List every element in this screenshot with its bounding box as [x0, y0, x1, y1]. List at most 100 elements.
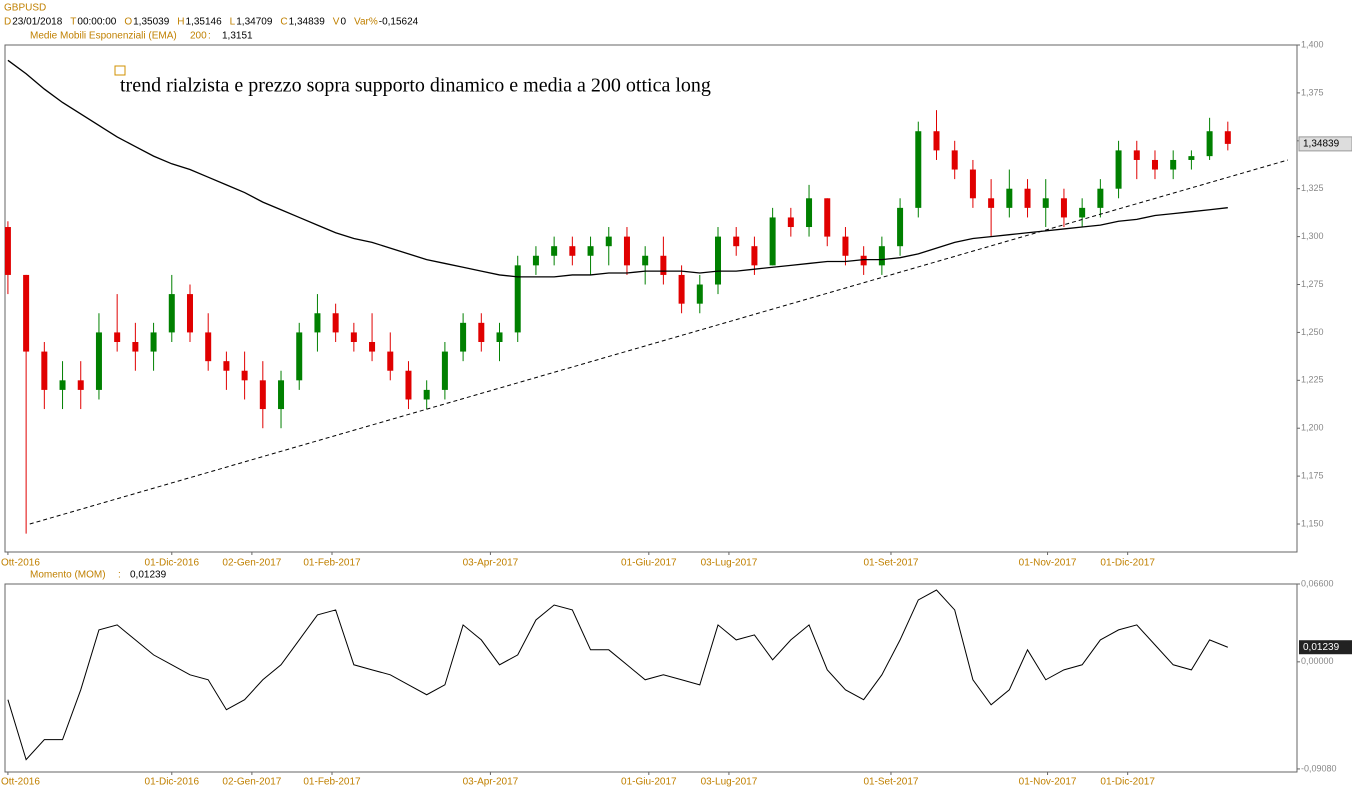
candle-body [369, 341, 376, 352]
header-key: V [333, 17, 340, 28]
x-tick-label: 01-Set-2017 [863, 558, 918, 569]
candle-body [405, 370, 412, 400]
x-tick-label: 01-Giu-2017 [621, 558, 677, 569]
ema-sep: : [208, 31, 211, 42]
price-panel [4, 44, 1298, 553]
candle-body [1170, 159, 1177, 170]
candle-body [587, 246, 594, 256]
momentum-name: Momento (MOM) [30, 570, 106, 581]
y-tick-label: 1,175 [1301, 470, 1324, 480]
candle-body [1115, 150, 1122, 189]
candle-body [1024, 188, 1031, 208]
header-key: D [4, 17, 11, 28]
candle-body [642, 255, 649, 266]
y-tick-label: 1,375 [1301, 87, 1324, 97]
x-tick-label: 01-Dic-2016 [145, 777, 200, 788]
symbol: GBPUSD [4, 3, 46, 14]
candle-body [532, 255, 539, 266]
header-key: O [124, 17, 132, 28]
x-tick-label: 01-Set-2017 [863, 777, 918, 788]
candle-body [332, 313, 339, 333]
candle-body [77, 380, 84, 390]
candle-body [1006, 188, 1013, 208]
last-value-label: 0,01239 [1303, 642, 1340, 653]
candle-body [59, 380, 66, 390]
candle-body [259, 380, 266, 410]
candle-body [897, 207, 904, 247]
candle-body [1188, 156, 1195, 160]
x-tick-label: 03-Lug-2017 [701, 558, 758, 569]
candle-body [514, 265, 521, 333]
momentum-line [7, 589, 1228, 761]
ema-value: 1,3151 [222, 31, 253, 42]
candle-body [186, 294, 193, 333]
ema-period: 200 [190, 31, 207, 42]
candle-body [988, 198, 995, 208]
x-tick-label: 01-Dic-2017 [1100, 777, 1155, 788]
header-key: Var% [354, 17, 378, 28]
x-tick-label: 01-Nov-2017 [1019, 558, 1077, 569]
candle-body [623, 236, 630, 266]
candle-body [660, 255, 667, 275]
candle-body [423, 389, 430, 400]
candle-body [769, 217, 776, 266]
x-tick-label: 02-Gen-2017 [222, 558, 281, 569]
y-tick-label: 1,300 [1301, 231, 1324, 241]
momentum-value: 0,01239 [130, 570, 167, 581]
last-value-box [1299, 640, 1352, 655]
candle-body [205, 332, 212, 362]
candle-body [314, 313, 321, 333]
header-key: T [70, 17, 76, 28]
candle-body [1133, 150, 1140, 160]
x-tick-label: 03-Apr-2017 [463, 558, 519, 569]
candle-body [1097, 188, 1104, 208]
candle-body [441, 351, 448, 390]
candle-body [605, 236, 612, 247]
y-tick-label: 0,06600 [1301, 578, 1334, 588]
x-tick-label: 01-Dic-2016 [145, 558, 200, 569]
header-value: 1,35039 [133, 17, 170, 28]
x-tick-label: 01-Nov-2017 [1019, 777, 1077, 788]
y-tick-label: 1,150 [1301, 518, 1324, 528]
candle-body [933, 131, 940, 151]
candle-body [1079, 207, 1086, 218]
x-tick-label: Ott-2016 [1, 558, 40, 569]
last-price-box [1298, 136, 1352, 152]
x-tick-label: 02-Gen-2017 [222, 777, 281, 788]
candle-body [951, 150, 958, 170]
candle-body [751, 246, 758, 266]
candle-body [696, 284, 703, 304]
header-key: C [280, 17, 287, 28]
candle-body [733, 236, 740, 247]
header-value: 23/01/2018 [12, 17, 62, 28]
candle-body [95, 332, 102, 390]
x-tick-label: 03-Apr-2017 [463, 777, 519, 788]
header-value: 1,34709 [236, 17, 273, 28]
x-tick-label: 01-Feb-2017 [303, 777, 361, 788]
candle-body [278, 380, 285, 410]
header-value: 00:00:00 [77, 17, 116, 28]
candle-body [1151, 159, 1158, 170]
x-tick-label: 03-Lug-2017 [701, 777, 758, 788]
header-value: 1,34839 [289, 17, 326, 28]
ema-name: Medie Mobili Esponenziali (EMA) [30, 31, 177, 42]
candle-body [350, 332, 357, 342]
candle-body [296, 332, 303, 381]
header-value: 1,35146 [186, 17, 223, 28]
candle-body [478, 322, 485, 342]
x-tick-label: 01-Feb-2017 [303, 558, 361, 569]
last-price-label: 1,34839 [1303, 139, 1340, 150]
candle-body [241, 370, 248, 381]
x-tick-label: 01-Dic-2017 [1100, 558, 1155, 569]
candle-body [223, 361, 230, 371]
header-value: -0,15624 [379, 17, 419, 28]
candle-body [168, 294, 175, 333]
ema-line [7, 59, 1228, 278]
candle-body [460, 322, 467, 352]
candle-body [1206, 131, 1213, 157]
x-tick-label: 01-Giu-2017 [621, 777, 677, 788]
x-tick-label: Ott-2016 [1, 777, 40, 788]
candle-body [678, 274, 685, 304]
